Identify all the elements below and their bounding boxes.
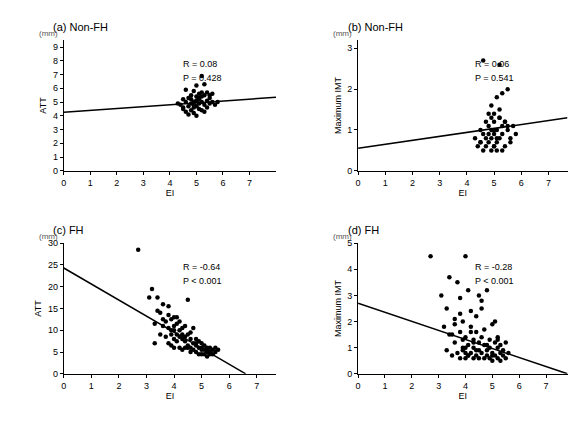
svg-text:R = 0.06: R = 0.06 — [475, 59, 509, 69]
svg-text:(a) Non-FH: (a) Non-FH — [53, 21, 108, 33]
svg-text:5: 5 — [492, 178, 497, 188]
svg-text:3: 3 — [347, 291, 352, 301]
svg-text:4: 4 — [463, 381, 468, 391]
svg-text:4: 4 — [347, 264, 352, 274]
svg-text:2: 2 — [116, 381, 121, 391]
svg-text:5: 5 — [199, 381, 204, 391]
svg-text:5: 5 — [347, 238, 352, 248]
svg-text:2: 2 — [410, 178, 415, 188]
svg-text:0: 0 — [61, 381, 66, 391]
svg-text:EI: EI — [459, 391, 468, 401]
svg-text:EI: EI — [166, 188, 175, 198]
svg-text:3: 3 — [436, 381, 441, 391]
svg-text:P = 0.541: P = 0.541 — [475, 73, 514, 83]
svg-text:P < 0.001: P < 0.001 — [475, 276, 514, 286]
svg-text:9: 9 — [53, 42, 58, 52]
svg-text:7: 7 — [53, 70, 58, 80]
svg-text:(mm): (mm) — [39, 29, 58, 38]
svg-text:(mm): (mm) — [333, 29, 352, 38]
svg-text:3: 3 — [53, 125, 58, 135]
svg-text:0: 0 — [53, 369, 58, 379]
svg-text:0: 0 — [53, 166, 58, 176]
svg-text:30: 30 — [48, 238, 58, 248]
svg-text:1: 1 — [383, 178, 388, 188]
svg-text:7: 7 — [254, 381, 259, 391]
svg-text:2: 2 — [409, 381, 414, 391]
svg-text:3: 3 — [141, 178, 146, 188]
svg-text:8: 8 — [53, 56, 58, 66]
svg-text:ATT: ATT — [33, 300, 43, 317]
svg-text:1: 1 — [347, 125, 352, 135]
svg-text:4: 4 — [172, 381, 177, 391]
svg-text:P = 0.428: P = 0.428 — [183, 73, 222, 83]
svg-text:2: 2 — [347, 84, 352, 94]
svg-text:0: 0 — [356, 381, 361, 391]
svg-text:5: 5 — [194, 178, 199, 188]
svg-text:1: 1 — [382, 381, 387, 391]
svg-text:6: 6 — [53, 83, 58, 93]
svg-text:2: 2 — [347, 317, 352, 327]
svg-text:(mm): (mm) — [39, 232, 58, 241]
svg-text:6: 6 — [220, 178, 225, 188]
svg-text:2: 2 — [114, 178, 119, 188]
svg-text:1: 1 — [88, 178, 93, 188]
svg-text:1: 1 — [347, 343, 352, 353]
svg-text:3: 3 — [347, 43, 352, 53]
svg-text:EI: EI — [166, 391, 175, 401]
svg-text:3: 3 — [144, 381, 149, 391]
svg-text:6: 6 — [519, 178, 524, 188]
svg-text:6: 6 — [517, 381, 522, 391]
svg-text:4: 4 — [167, 178, 172, 188]
svg-text:4: 4 — [464, 178, 469, 188]
svg-text:R = 0.08: R = 0.08 — [183, 59, 217, 69]
svg-text:ATT: ATT — [38, 97, 48, 114]
svg-text:(mm): (mm) — [333, 232, 352, 241]
svg-text:5: 5 — [53, 347, 58, 357]
svg-text:10: 10 — [48, 325, 58, 335]
svg-text:7: 7 — [546, 178, 551, 188]
svg-text:0: 0 — [347, 166, 352, 176]
svg-text:3: 3 — [437, 178, 442, 188]
svg-text:15: 15 — [48, 304, 58, 314]
svg-text:(d) FH: (d) FH — [348, 224, 379, 236]
svg-text:2: 2 — [53, 138, 58, 148]
svg-text:5: 5 — [490, 381, 495, 391]
svg-text:1: 1 — [53, 152, 58, 162]
svg-text:R = -0.64: R = -0.64 — [183, 262, 220, 272]
svg-text:6: 6 — [227, 381, 232, 391]
svg-text:0: 0 — [61, 178, 66, 188]
svg-text:7: 7 — [247, 178, 252, 188]
svg-text:0: 0 — [356, 178, 361, 188]
svg-text:5: 5 — [53, 97, 58, 107]
svg-text:25: 25 — [48, 260, 58, 270]
svg-text:EI: EI — [459, 188, 468, 198]
svg-text:20: 20 — [48, 282, 58, 292]
svg-text:(c) FH: (c) FH — [53, 224, 84, 236]
svg-text:P < 0.001: P < 0.001 — [183, 276, 222, 286]
svg-text:1: 1 — [89, 381, 94, 391]
svg-text:0: 0 — [347, 369, 352, 379]
svg-text:7: 7 — [544, 381, 549, 391]
svg-text:R = -0.28: R = -0.28 — [475, 262, 512, 272]
svg-text:(b) Non-FH: (b) Non-FH — [348, 21, 403, 33]
svg-text:Maximum IMT: Maximum IMT — [333, 76, 343, 133]
svg-text:Maximum IMT: Maximum IMT — [333, 279, 343, 336]
svg-text:4: 4 — [53, 111, 58, 121]
